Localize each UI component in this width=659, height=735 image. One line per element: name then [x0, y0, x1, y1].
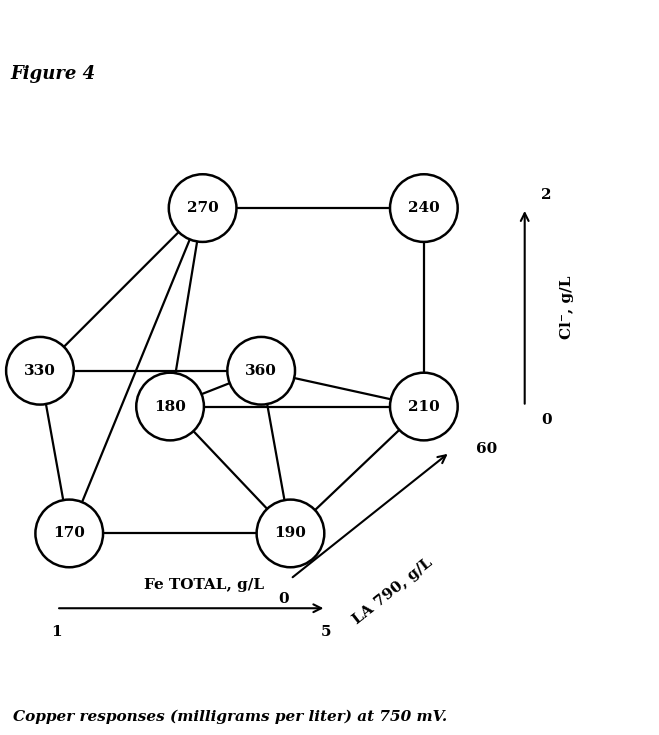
Text: 360: 360: [245, 364, 277, 378]
Text: Figure 4: Figure 4: [11, 65, 96, 83]
Text: 210: 210: [408, 400, 440, 414]
Circle shape: [390, 174, 458, 242]
Circle shape: [390, 373, 458, 440]
Text: 190: 190: [275, 526, 306, 540]
Text: 0: 0: [279, 592, 289, 606]
Text: Copper responses (milligrams per liter) at 750 mV.: Copper responses (milligrams per liter) …: [13, 709, 447, 724]
Text: 60: 60: [476, 442, 497, 456]
Text: Cl⁻, g/L: Cl⁻, g/L: [560, 276, 574, 339]
Text: 0: 0: [541, 413, 552, 427]
Text: 5: 5: [321, 625, 331, 639]
Text: 330: 330: [24, 364, 56, 378]
Circle shape: [256, 500, 324, 567]
Text: 1: 1: [51, 625, 61, 639]
Circle shape: [136, 373, 204, 440]
Text: Fe TOTAL, g/L: Fe TOTAL, g/L: [144, 578, 264, 592]
Text: 270: 270: [186, 201, 219, 215]
Text: 170: 170: [53, 526, 85, 540]
Circle shape: [36, 500, 103, 567]
Circle shape: [169, 174, 237, 242]
Text: 2: 2: [541, 187, 552, 201]
Text: 240: 240: [408, 201, 440, 215]
Circle shape: [6, 337, 74, 404]
Text: 180: 180: [154, 400, 186, 414]
Text: LA 790, g/L: LA 790, g/L: [351, 556, 436, 627]
Circle shape: [227, 337, 295, 404]
